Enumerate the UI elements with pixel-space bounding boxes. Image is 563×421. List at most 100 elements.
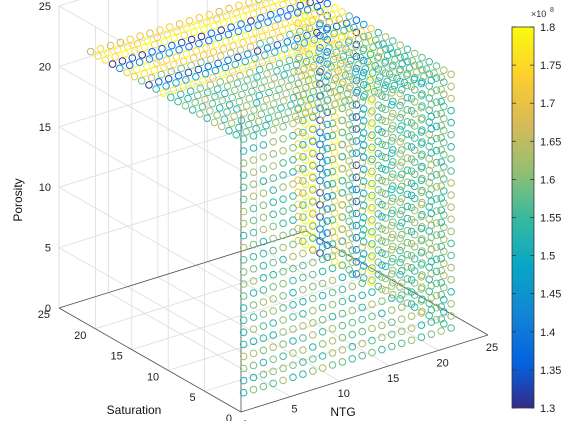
data-point	[269, 379, 278, 388]
data-point	[299, 334, 307, 342]
data-point	[389, 97, 397, 106]
data-point	[309, 222, 317, 230]
data-point	[341, 71, 350, 79]
data-point	[338, 261, 347, 270]
data-point	[378, 164, 386, 173]
data-point	[447, 203, 455, 211]
data-point	[191, 98, 199, 107]
data-point	[232, 8, 241, 17]
data-point	[378, 273, 386, 281]
data-point	[331, 74, 340, 82]
data-point	[299, 225, 307, 233]
data-point	[410, 49, 419, 58]
data-point	[318, 340, 327, 348]
data-point	[195, 39, 203, 48]
data-point	[222, 12, 231, 20]
data-point	[417, 200, 426, 209]
data-point	[259, 237, 268, 246]
data-point	[255, 91, 264, 100]
data-point	[388, 258, 396, 266]
data-point	[351, 94, 359, 102]
colorbar: 1.3 1.35 1.4 1.45 1.5 1.55 1.6 1.65 1.7 1.75 1.8 ×…	[511, 7, 561, 415]
data-point	[309, 343, 317, 351]
data-point	[301, 109, 310, 118]
colorbar-tick-label: 1.35	[540, 365, 561, 377]
data-point	[397, 279, 406, 287]
data-point	[403, 118, 412, 126]
data-point	[321, 103, 330, 111]
data-point	[239, 195, 248, 204]
data-point	[405, 64, 414, 72]
data-point	[299, 285, 307, 294]
data-point	[130, 72, 139, 81]
data-point	[388, 221, 396, 230]
data-point	[389, 133, 397, 142]
data-point	[403, 106, 412, 114]
data-point	[397, 254, 406, 263]
data-point	[437, 73, 446, 82]
data-point	[289, 168, 297, 176]
data-point	[447, 70, 455, 79]
data-point	[390, 81, 399, 90]
data-point	[239, 364, 248, 373]
data-point	[388, 306, 396, 315]
data-point	[427, 318, 436, 326]
data-point	[174, 71, 183, 80]
data-point	[338, 56, 346, 65]
z-tick-label: 15	[39, 122, 51, 134]
data-point	[238, 90, 246, 99]
data-point	[276, 8, 285, 16]
data-point	[172, 79, 180, 87]
data-point	[259, 225, 268, 234]
data-point	[299, 140, 307, 149]
data-point	[162, 82, 170, 90]
data-point	[275, 59, 284, 68]
data-point	[300, 39, 309, 47]
data-point	[349, 75, 357, 83]
data-point	[388, 209, 396, 218]
data-point	[277, 78, 286, 86]
data-point	[381, 166, 390, 174]
data-point	[279, 97, 288, 105]
data-point	[328, 337, 337, 345]
data-point	[239, 256, 248, 264]
data-point	[373, 80, 382, 89]
data-point	[397, 315, 406, 324]
data-point	[381, 117, 390, 126]
data-point	[374, 28, 383, 37]
data-point	[313, 28, 321, 37]
data-point	[348, 185, 357, 194]
data-point	[417, 116, 426, 124]
data-point	[336, 85, 345, 94]
data-point	[370, 87, 379, 96]
data-point	[407, 94, 416, 103]
data-point	[312, 54, 321, 63]
data-point	[389, 109, 397, 118]
data-point	[289, 216, 297, 224]
data-point	[309, 125, 317, 134]
data-point	[284, 108, 293, 116]
data-point	[348, 101, 357, 109]
data-point	[111, 53, 119, 61]
data-point	[329, 55, 338, 64]
data-point	[239, 328, 248, 337]
data-point	[417, 188, 426, 197]
data-point	[318, 183, 327, 191]
data-point	[407, 300, 416, 308]
data-point	[263, 44, 272, 52]
data-point	[396, 295, 404, 303]
data-point	[427, 282, 436, 290]
data-point	[262, 121, 270, 130]
colorbar-tick-label: 1.8	[540, 22, 555, 34]
data-point	[207, 29, 216, 38]
data-point	[417, 212, 426, 221]
data-point	[323, 156, 332, 165]
data-point	[189, 54, 198, 62]
data-point	[152, 85, 160, 93]
data-point	[289, 337, 297, 345]
data-point	[269, 295, 278, 303]
data-point	[254, 0, 263, 4]
data-point	[289, 325, 297, 333]
data-point	[447, 94, 455, 103]
data-point	[383, 51, 392, 60]
